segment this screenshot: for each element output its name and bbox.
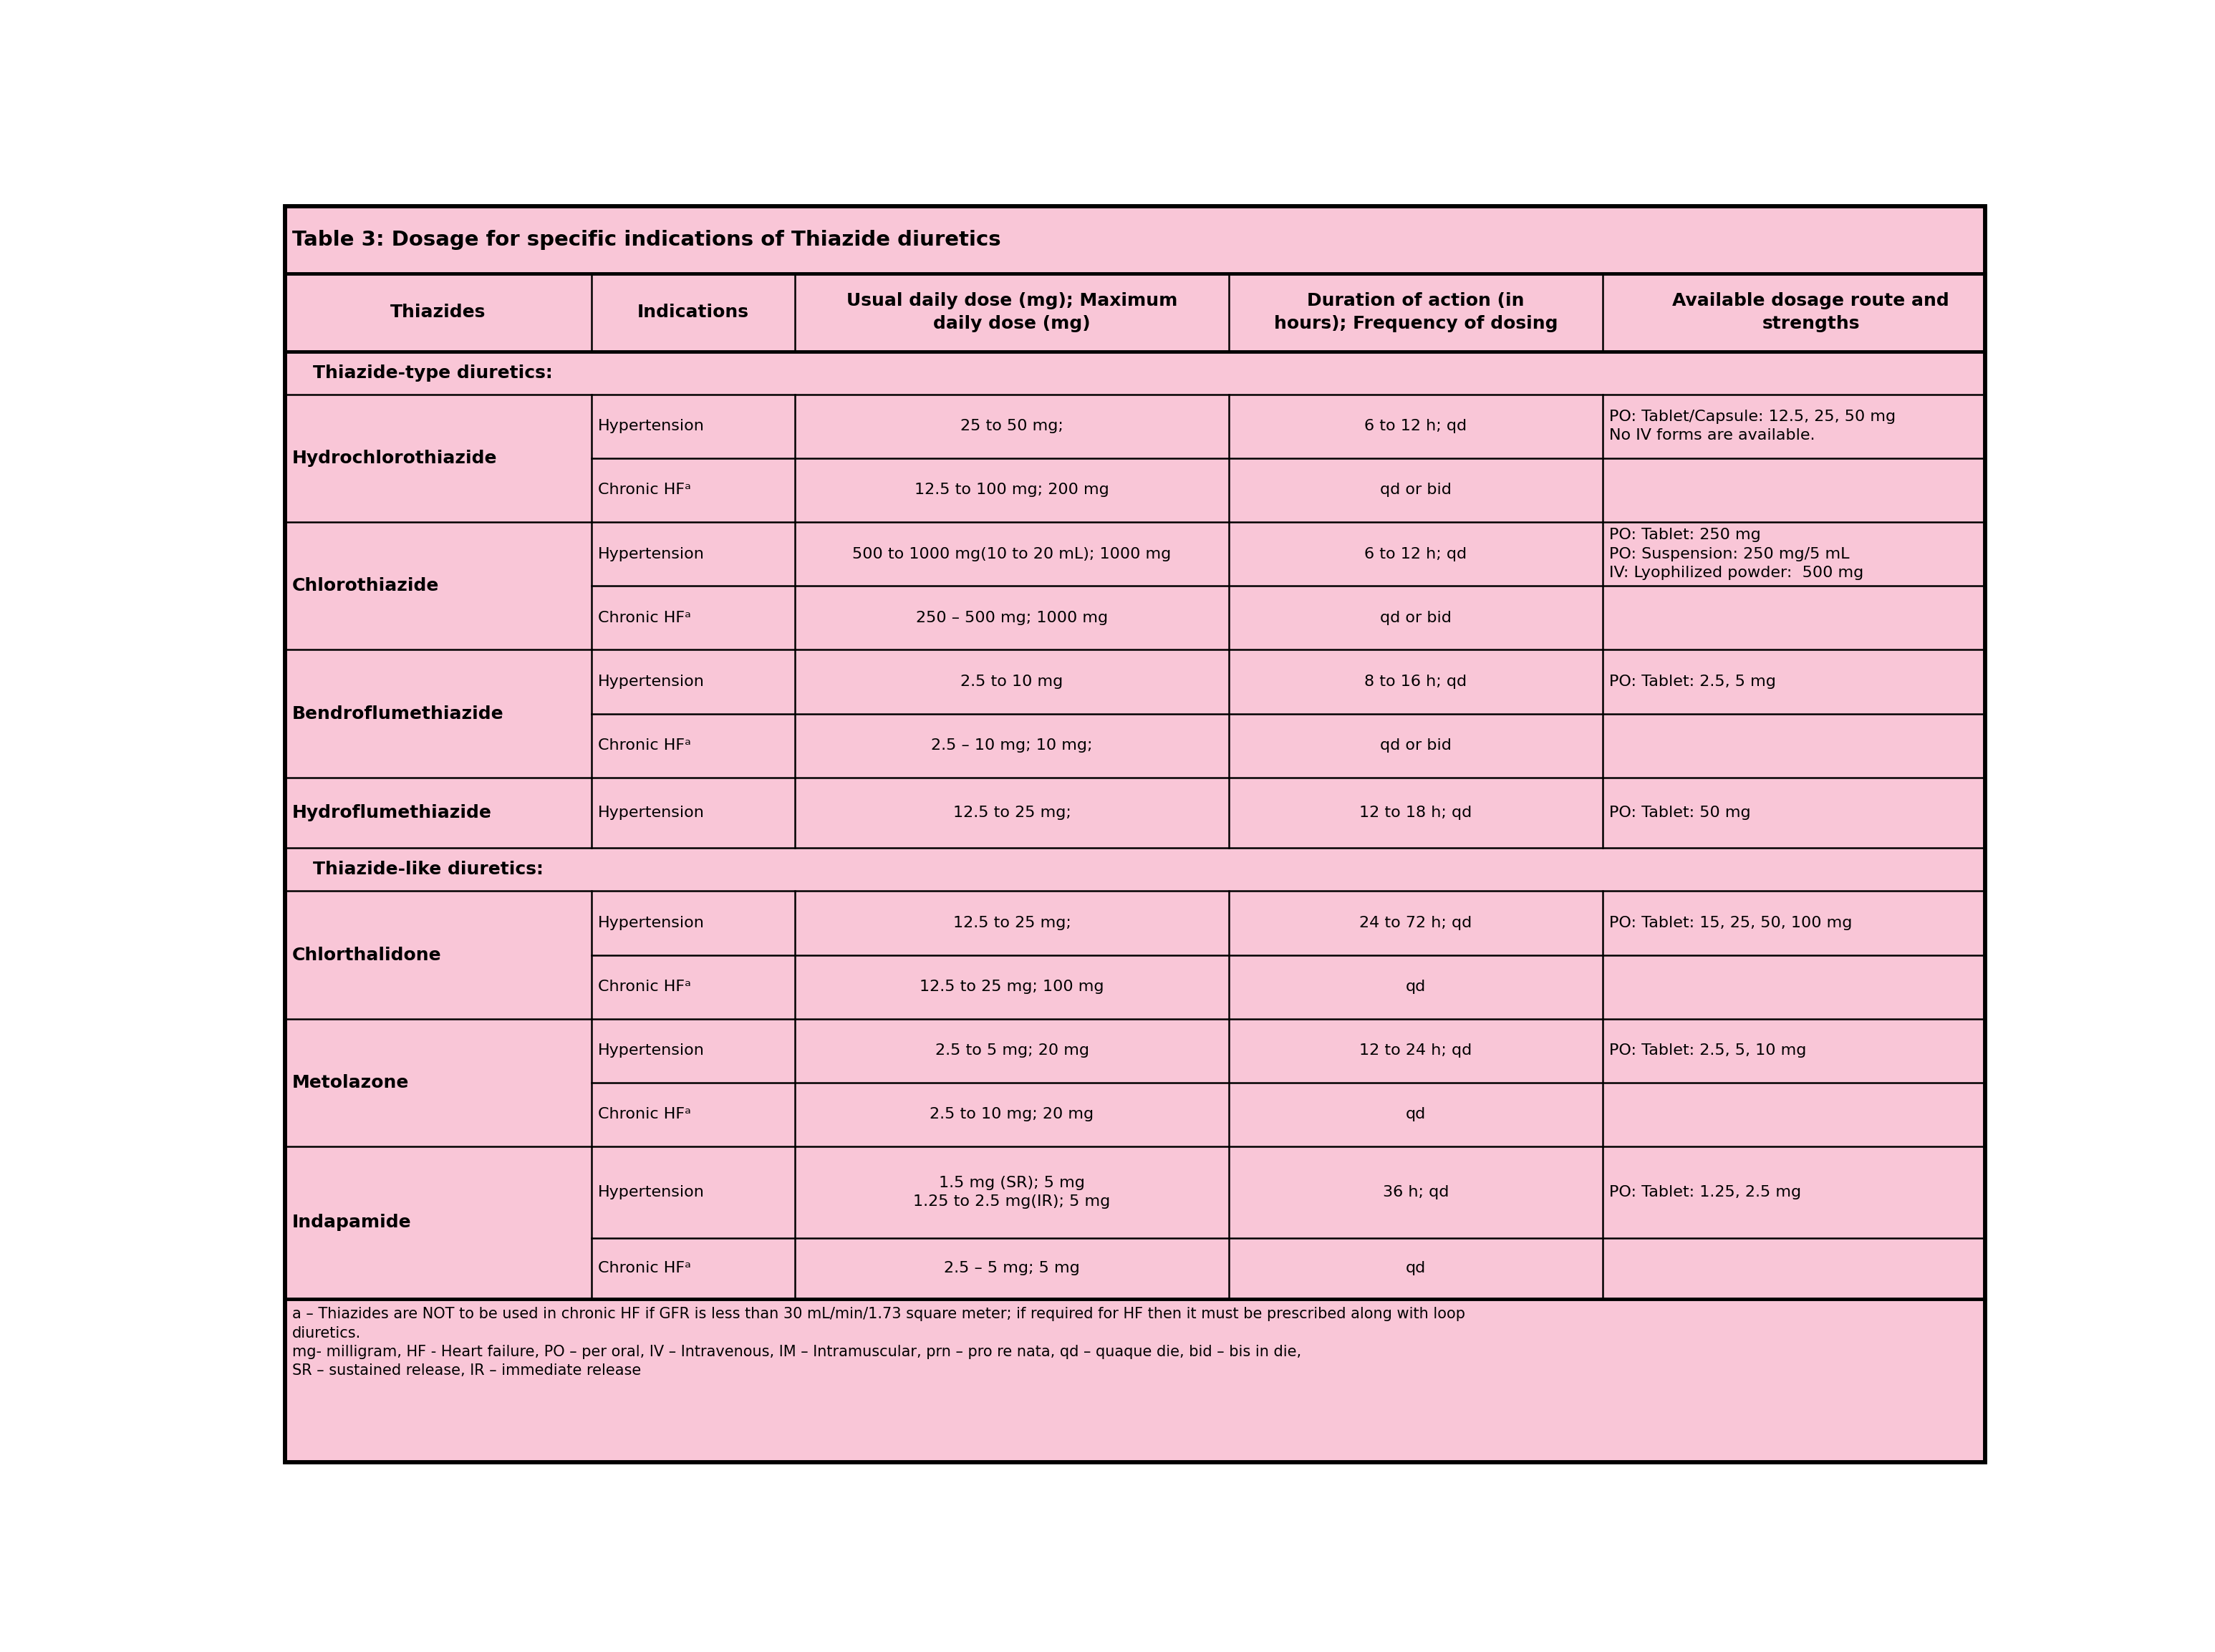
Text: Hypertension: Hypertension bbox=[598, 806, 704, 819]
Text: PO: Tablet: 2.5, 5 mg: PO: Tablet: 2.5, 5 mg bbox=[1610, 674, 1776, 689]
Text: 8 to 16 h; qd: 8 to 16 h; qd bbox=[1364, 674, 1466, 689]
Text: Duration of action (in
hours); Frequency of dosing: Duration of action (in hours); Frequency… bbox=[1274, 292, 1557, 332]
Text: PO: Tablet: 2.5, 5, 10 mg: PO: Tablet: 2.5, 5, 10 mg bbox=[1610, 1044, 1807, 1057]
Text: qd or bid: qd or bid bbox=[1380, 482, 1451, 497]
Text: 2.5 to 5 mg; 20 mg: 2.5 to 5 mg; 20 mg bbox=[935, 1044, 1090, 1057]
Text: Chronic HFᵃ: Chronic HFᵃ bbox=[598, 1260, 691, 1275]
Text: PO: Tablet: 50 mg: PO: Tablet: 50 mg bbox=[1610, 806, 1750, 819]
Text: 6 to 12 h; qd: 6 to 12 h; qd bbox=[1364, 547, 1466, 562]
Text: 2.5 to 10 mg: 2.5 to 10 mg bbox=[961, 674, 1063, 689]
Text: Chlorthalidone: Chlorthalidone bbox=[292, 947, 441, 963]
Text: 250 – 500 mg; 1000 mg: 250 – 500 mg; 1000 mg bbox=[917, 611, 1108, 624]
Text: Available dosage route and
strengths: Available dosage route and strengths bbox=[1672, 292, 1949, 332]
Text: PO: Tablet/Capsule: 12.5, 25, 50 mg
No IV forms are available.: PO: Tablet/Capsule: 12.5, 25, 50 mg No I… bbox=[1610, 410, 1896, 443]
Text: Chronic HFᵃ: Chronic HFᵃ bbox=[598, 482, 691, 497]
Text: 24 to 72 h; qd: 24 to 72 h; qd bbox=[1360, 915, 1473, 930]
Text: PO: Tablet: 15, 25, 50, 100 mg: PO: Tablet: 15, 25, 50, 100 mg bbox=[1610, 915, 1852, 930]
Text: 12.5 to 100 mg; 200 mg: 12.5 to 100 mg; 200 mg bbox=[915, 482, 1110, 497]
Text: Hypertension: Hypertension bbox=[598, 1044, 704, 1057]
Text: 500 to 1000 mg(10 to 20 mL); 1000 mg: 500 to 1000 mg(10 to 20 mL); 1000 mg bbox=[853, 547, 1172, 562]
Text: Chronic HFᵃ: Chronic HFᵃ bbox=[598, 738, 691, 753]
Text: qd: qd bbox=[1407, 980, 1426, 995]
Text: Hydroflumethiazide: Hydroflumethiazide bbox=[292, 805, 492, 821]
Text: Hypertension: Hypertension bbox=[598, 674, 704, 689]
Text: 2.5 to 10 mg; 20 mg: 2.5 to 10 mg; 20 mg bbox=[930, 1107, 1094, 1122]
Text: Thiazide-like diuretics:: Thiazide-like diuretics: bbox=[312, 861, 543, 879]
Text: 12 to 24 h; qd: 12 to 24 h; qd bbox=[1360, 1044, 1473, 1057]
Text: 25 to 50 mg;: 25 to 50 mg; bbox=[961, 420, 1063, 433]
Text: 12 to 18 h; qd: 12 to 18 h; qd bbox=[1360, 806, 1473, 819]
Text: Chronic HFᵃ: Chronic HFᵃ bbox=[598, 1107, 691, 1122]
Text: PO: Tablet: 1.25, 2.5 mg: PO: Tablet: 1.25, 2.5 mg bbox=[1610, 1184, 1801, 1199]
Text: 6 to 12 h; qd: 6 to 12 h; qd bbox=[1364, 420, 1466, 433]
Text: 1.5 mg (SR); 5 mg
1.25 to 2.5 mg(IR); 5 mg: 1.5 mg (SR); 5 mg 1.25 to 2.5 mg(IR); 5 … bbox=[913, 1176, 1110, 1209]
Text: Thiazides: Thiazides bbox=[390, 304, 485, 320]
Text: Chlorothiazide: Chlorothiazide bbox=[292, 577, 439, 595]
Text: Hydrochlorothiazide: Hydrochlorothiazide bbox=[292, 449, 496, 468]
Text: Usual daily dose (mg); Maximum
daily dose (mg): Usual daily dose (mg); Maximum daily dos… bbox=[846, 292, 1178, 332]
Text: a – Thiazides are NOT to be used in chronic HF if GFR is less than 30 mL/min/1.7: a – Thiazides are NOT to be used in chro… bbox=[292, 1307, 1464, 1378]
Text: 36 h; qd: 36 h; qd bbox=[1382, 1184, 1449, 1199]
Text: 2.5 – 10 mg; 10 mg;: 2.5 – 10 mg; 10 mg; bbox=[930, 738, 1092, 753]
Text: 12.5 to 25 mg; 100 mg: 12.5 to 25 mg; 100 mg bbox=[919, 980, 1103, 995]
Text: 12.5 to 25 mg;: 12.5 to 25 mg; bbox=[952, 915, 1072, 930]
Text: PO: Tablet: 250 mg
PO: Suspension: 250 mg/5 mL
IV: Lyophilized powder:  500 mg: PO: Tablet: 250 mg PO: Suspension: 250 m… bbox=[1610, 529, 1863, 580]
Text: Hypertension: Hypertension bbox=[598, 547, 704, 562]
Text: Indapamide: Indapamide bbox=[292, 1214, 412, 1231]
Text: Chronic HFᵃ: Chronic HFᵃ bbox=[598, 980, 691, 995]
Text: Hypertension: Hypertension bbox=[598, 420, 704, 433]
Text: Hypertension: Hypertension bbox=[598, 1184, 704, 1199]
Text: qd or bid: qd or bid bbox=[1380, 738, 1451, 753]
Text: Indications: Indications bbox=[638, 304, 749, 320]
Text: 12.5 to 25 mg;: 12.5 to 25 mg; bbox=[952, 806, 1072, 819]
Text: Thiazide-type diuretics:: Thiazide-type diuretics: bbox=[312, 363, 554, 382]
Text: Chronic HFᵃ: Chronic HFᵃ bbox=[598, 611, 691, 624]
Text: 2.5 – 5 mg; 5 mg: 2.5 – 5 mg; 5 mg bbox=[944, 1260, 1081, 1275]
Text: Metolazone: Metolazone bbox=[292, 1074, 410, 1092]
Text: Bendroflumethiazide: Bendroflumethiazide bbox=[292, 705, 503, 722]
Text: qd: qd bbox=[1407, 1107, 1426, 1122]
Text: qd: qd bbox=[1407, 1260, 1426, 1275]
Text: Table 3: Dosage for specific indications of Thiazide diuretics: Table 3: Dosage for specific indications… bbox=[292, 230, 1001, 249]
Text: qd or bid: qd or bid bbox=[1380, 611, 1451, 624]
Text: Hypertension: Hypertension bbox=[598, 915, 704, 930]
